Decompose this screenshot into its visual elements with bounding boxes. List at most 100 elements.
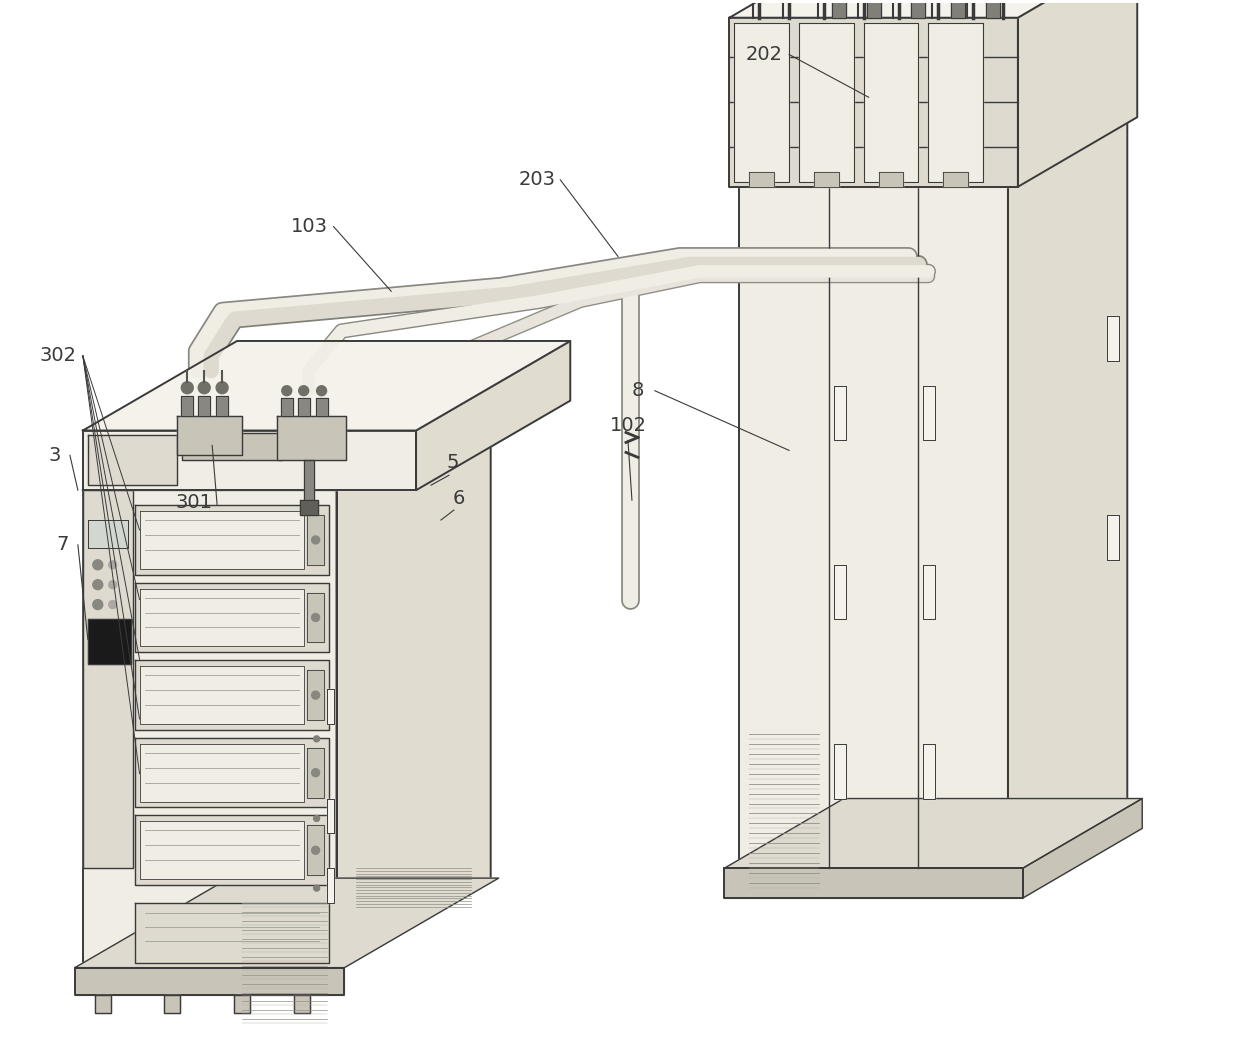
Polygon shape xyxy=(306,670,324,720)
Circle shape xyxy=(311,846,320,855)
Text: 6: 6 xyxy=(453,488,465,507)
Polygon shape xyxy=(140,511,304,569)
Polygon shape xyxy=(864,23,919,182)
Polygon shape xyxy=(277,416,346,460)
Polygon shape xyxy=(177,416,242,456)
Polygon shape xyxy=(94,995,110,1013)
Polygon shape xyxy=(734,23,789,182)
Polygon shape xyxy=(924,565,935,620)
Polygon shape xyxy=(306,592,324,643)
Polygon shape xyxy=(88,620,130,665)
Polygon shape xyxy=(1008,118,1127,868)
Polygon shape xyxy=(294,995,310,1013)
Polygon shape xyxy=(216,396,228,416)
Polygon shape xyxy=(306,516,324,565)
Polygon shape xyxy=(140,821,304,879)
Polygon shape xyxy=(832,0,846,18)
Polygon shape xyxy=(198,396,210,416)
Polygon shape xyxy=(304,460,314,510)
Polygon shape xyxy=(1107,316,1120,361)
Polygon shape xyxy=(234,995,250,1013)
Polygon shape xyxy=(924,385,935,440)
Polygon shape xyxy=(280,398,293,416)
Polygon shape xyxy=(724,799,1142,868)
Polygon shape xyxy=(140,667,304,723)
Circle shape xyxy=(311,536,320,544)
Polygon shape xyxy=(326,799,334,834)
Polygon shape xyxy=(951,0,965,18)
Text: 302: 302 xyxy=(40,346,77,365)
Polygon shape xyxy=(1023,799,1142,898)
Polygon shape xyxy=(336,401,491,968)
Polygon shape xyxy=(83,341,570,430)
Polygon shape xyxy=(417,341,570,490)
Polygon shape xyxy=(135,816,329,885)
Polygon shape xyxy=(140,589,304,647)
Polygon shape xyxy=(833,743,846,799)
Circle shape xyxy=(314,885,320,891)
Text: 203: 203 xyxy=(518,170,556,189)
Polygon shape xyxy=(135,660,329,730)
Polygon shape xyxy=(813,172,838,187)
Polygon shape xyxy=(724,868,1023,898)
Circle shape xyxy=(93,600,103,610)
Circle shape xyxy=(109,601,117,609)
Text: 8: 8 xyxy=(631,381,644,400)
Circle shape xyxy=(198,382,210,394)
Polygon shape xyxy=(729,0,1137,18)
Polygon shape xyxy=(944,172,968,187)
Polygon shape xyxy=(182,434,281,460)
Polygon shape xyxy=(799,23,854,182)
Circle shape xyxy=(109,581,117,589)
Circle shape xyxy=(93,560,103,570)
Polygon shape xyxy=(74,968,345,995)
Circle shape xyxy=(314,736,320,742)
Circle shape xyxy=(93,580,103,590)
Polygon shape xyxy=(924,743,935,799)
Circle shape xyxy=(314,816,320,821)
Polygon shape xyxy=(911,0,925,18)
Circle shape xyxy=(316,385,326,396)
Polygon shape xyxy=(739,118,1127,187)
Circle shape xyxy=(311,691,320,699)
Polygon shape xyxy=(879,172,904,187)
Polygon shape xyxy=(83,490,336,968)
Polygon shape xyxy=(833,385,846,440)
Polygon shape xyxy=(739,187,1008,868)
Polygon shape xyxy=(83,401,491,490)
Polygon shape xyxy=(88,436,177,485)
Polygon shape xyxy=(729,18,1018,187)
Circle shape xyxy=(311,769,320,777)
Text: 102: 102 xyxy=(609,416,646,435)
Circle shape xyxy=(311,613,320,622)
Polygon shape xyxy=(326,689,334,723)
Polygon shape xyxy=(306,748,324,798)
Circle shape xyxy=(109,561,117,569)
Polygon shape xyxy=(140,743,304,801)
Polygon shape xyxy=(74,878,498,968)
Circle shape xyxy=(216,382,228,394)
Text: 5: 5 xyxy=(446,453,459,471)
Text: 7: 7 xyxy=(57,536,69,554)
Circle shape xyxy=(299,385,309,396)
Text: 202: 202 xyxy=(745,45,782,64)
Polygon shape xyxy=(83,430,417,490)
Polygon shape xyxy=(135,505,329,574)
Polygon shape xyxy=(986,0,999,18)
Polygon shape xyxy=(867,0,880,18)
Polygon shape xyxy=(300,500,317,516)
Polygon shape xyxy=(326,868,334,903)
Polygon shape xyxy=(165,995,180,1013)
Circle shape xyxy=(181,382,193,394)
Polygon shape xyxy=(316,398,327,416)
Polygon shape xyxy=(306,825,324,875)
Polygon shape xyxy=(83,490,133,868)
Polygon shape xyxy=(1018,0,1137,187)
Text: 3: 3 xyxy=(48,446,61,465)
Polygon shape xyxy=(135,903,329,963)
Polygon shape xyxy=(1107,516,1120,560)
Polygon shape xyxy=(88,520,128,548)
Text: 301: 301 xyxy=(176,492,213,511)
Polygon shape xyxy=(749,172,774,187)
Polygon shape xyxy=(833,565,846,620)
